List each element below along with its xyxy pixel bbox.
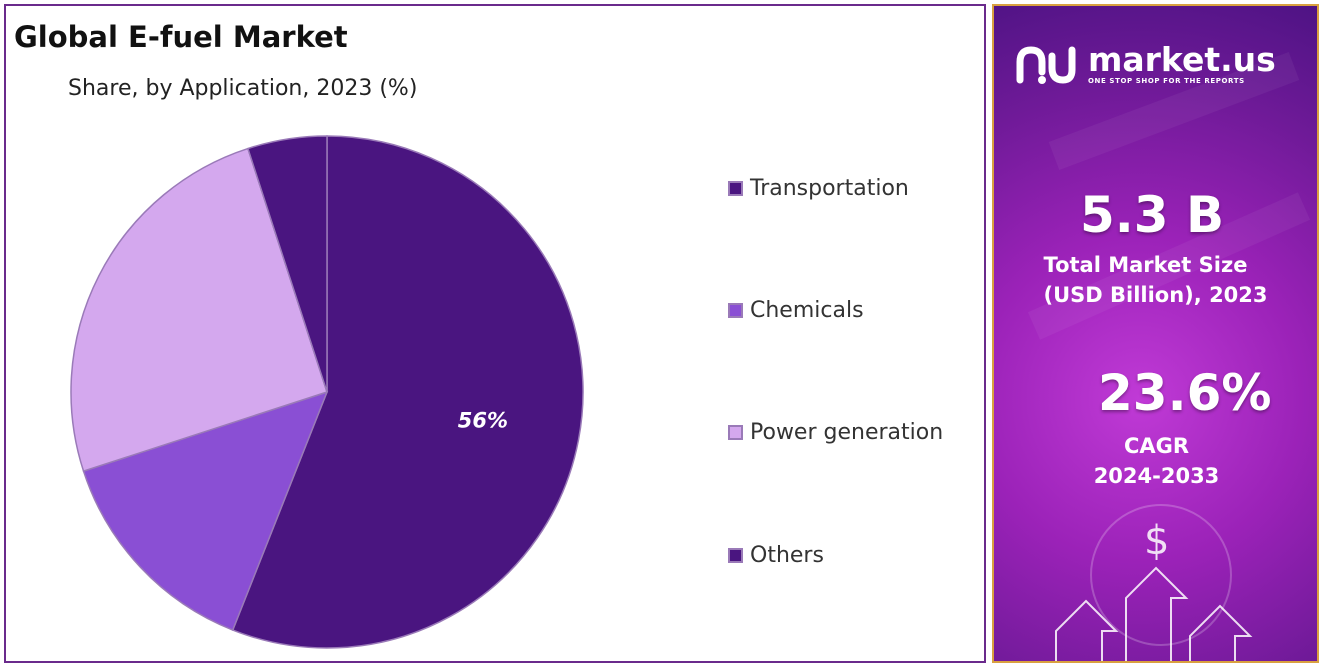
- legend-label-power-generation: Power generation: [750, 420, 944, 445]
- legend-item-transportation: Transportation: [728, 176, 909, 201]
- coin-circle-decoration: [1090, 504, 1232, 646]
- legend-label-others: Others: [750, 543, 824, 568]
- chart-title: Global E-fuel Market: [14, 20, 348, 54]
- brand-name: market.us: [1088, 40, 1276, 79]
- market-size-label-line2: (USD Billion), 2023: [1043, 283, 1268, 307]
- legend-label-transportation: Transportation: [750, 176, 909, 201]
- legend-item-others: Others: [728, 543, 824, 568]
- market-size-label-line1: Total Market Size: [1043, 253, 1248, 277]
- pie-chart: 56%: [70, 135, 584, 649]
- cagr-label-line1: CAGR: [1123, 434, 1190, 458]
- growth-arrows-icon: [1027, 51, 1311, 661]
- pie-slice-transportation: [231, 135, 584, 649]
- legend-label-chemicals: Chemicals: [750, 298, 864, 323]
- chart-panel: Global E-fuel Market Share, by Applicati…: [4, 4, 986, 663]
- legend-item-power-generation: Power generation: [728, 420, 943, 445]
- market-us-logo-icon: [1016, 46, 1076, 84]
- cagr-label-line2: 2024-2033: [1093, 464, 1220, 488]
- brand-tagline: ONE STOP SHOP FOR THE REPORTS: [1088, 77, 1245, 85]
- pie-slice-power-generation: [70, 147, 328, 473]
- legend-swatch-others: [728, 548, 743, 563]
- brand: market.us ONE STOP SHOP FOR THE REPORTS: [1014, 42, 1276, 86]
- legend-swatch-chemicals: [728, 303, 743, 318]
- legend-item-chemicals: Chemicals: [728, 298, 864, 323]
- legend-swatch-transportation: [728, 181, 743, 196]
- data-label-transportation: 56%: [458, 409, 508, 433]
- pie-slice-others: [246, 135, 328, 393]
- cagr-value: 23.6%: [1098, 364, 1272, 422]
- market-size-value: 5.3 B: [1080, 186, 1225, 244]
- info-panel: $ market.us ONE STOP SHOP FOR THE REPORT…: [992, 4, 1319, 663]
- chart-subtitle: Share, by Application, 2023 (%): [68, 76, 418, 101]
- legend-swatch-power-generation: [728, 425, 743, 440]
- dollar-icon: $: [1144, 518, 1170, 564]
